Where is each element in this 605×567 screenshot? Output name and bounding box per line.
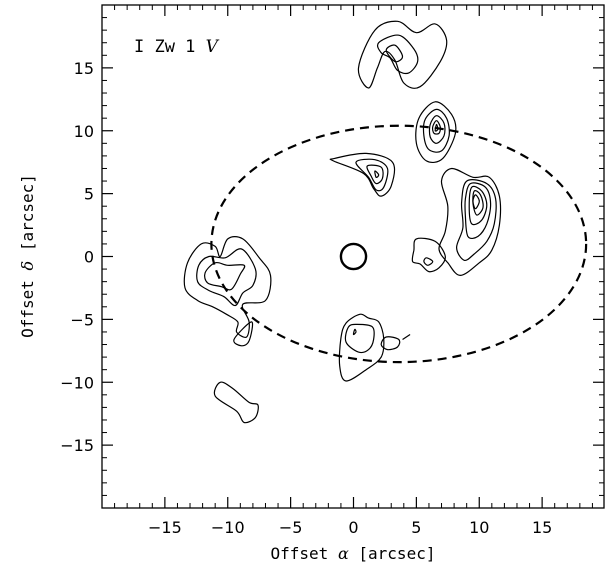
contour-north	[376, 34, 419, 75]
contour-east-arm	[438, 167, 502, 276]
contour-south	[352, 328, 357, 336]
panel-label: I Zw 1 V	[134, 37, 220, 57]
contour-inner-ne	[374, 170, 380, 178]
contour-inner-ne	[329, 152, 396, 197]
x-tick-labels: −15 −10 −5 0 5 10 15	[148, 518, 552, 537]
y-tick-label: −15	[60, 436, 94, 455]
x-tick-label: −15	[148, 518, 182, 537]
y-axis-symbol: δ	[18, 261, 37, 271]
contour-north-knot	[415, 101, 457, 164]
contour-west	[233, 321, 254, 347]
contour-south	[338, 313, 385, 382]
contour-south-east	[402, 333, 411, 340]
x-axis-symbol: α	[338, 544, 349, 563]
x-tick-label: −5	[279, 518, 303, 537]
contour-west	[204, 261, 246, 291]
y-tick-labels: 15 10 5 0 −5 −10 −15	[60, 59, 94, 455]
y-tick-label: 15	[74, 59, 94, 78]
contour-west	[183, 236, 272, 338]
contour-inner-se	[411, 237, 446, 273]
contour-east-arm	[464, 182, 492, 240]
y-tick-label: 5	[84, 185, 94, 204]
contour-north-knot	[431, 120, 442, 135]
contour-inner-se	[423, 257, 434, 266]
x-tick-label: −10	[211, 518, 245, 537]
y-tick-label: −10	[60, 373, 94, 392]
major-ticks	[102, 5, 604, 508]
x-tick-label: 15	[532, 518, 552, 537]
contour-inner-ne	[355, 158, 389, 192]
plot-frame	[101, 4, 605, 509]
contour-south-small	[380, 336, 401, 351]
y-tick-label: 0	[84, 248, 94, 267]
contour-east-arm	[468, 185, 488, 226]
y-tick-label: −5	[70, 310, 94, 329]
contour-inner-ne	[366, 164, 384, 185]
x-tick-label: 10	[469, 518, 489, 537]
contour-east-arm	[472, 194, 480, 210]
contour-east-arm	[472, 190, 484, 216]
contour-south	[344, 323, 375, 354]
x-axis-title: Offset α [arcsec]	[271, 544, 436, 563]
panel-label-band: V	[206, 37, 220, 57]
contour-north	[385, 44, 404, 63]
contour-north-knot	[428, 115, 446, 144]
dashed-ring	[210, 124, 588, 364]
nucleus-contour	[339, 242, 368, 271]
contour-east-arm	[455, 179, 497, 262]
contour-north	[357, 20, 448, 89]
minor-ticks	[102, 5, 604, 508]
contour-lines	[183, 20, 502, 424]
contour-north-knot	[422, 108, 450, 153]
contour-southwest	[213, 381, 259, 424]
x-tick-label: 5	[411, 518, 421, 537]
contour-west	[196, 248, 257, 307]
y-tick-label: 10	[74, 122, 94, 141]
x-tick-label: 0	[348, 518, 358, 537]
y-axis-title: Offset δ [arcsec]	[18, 174, 37, 338]
